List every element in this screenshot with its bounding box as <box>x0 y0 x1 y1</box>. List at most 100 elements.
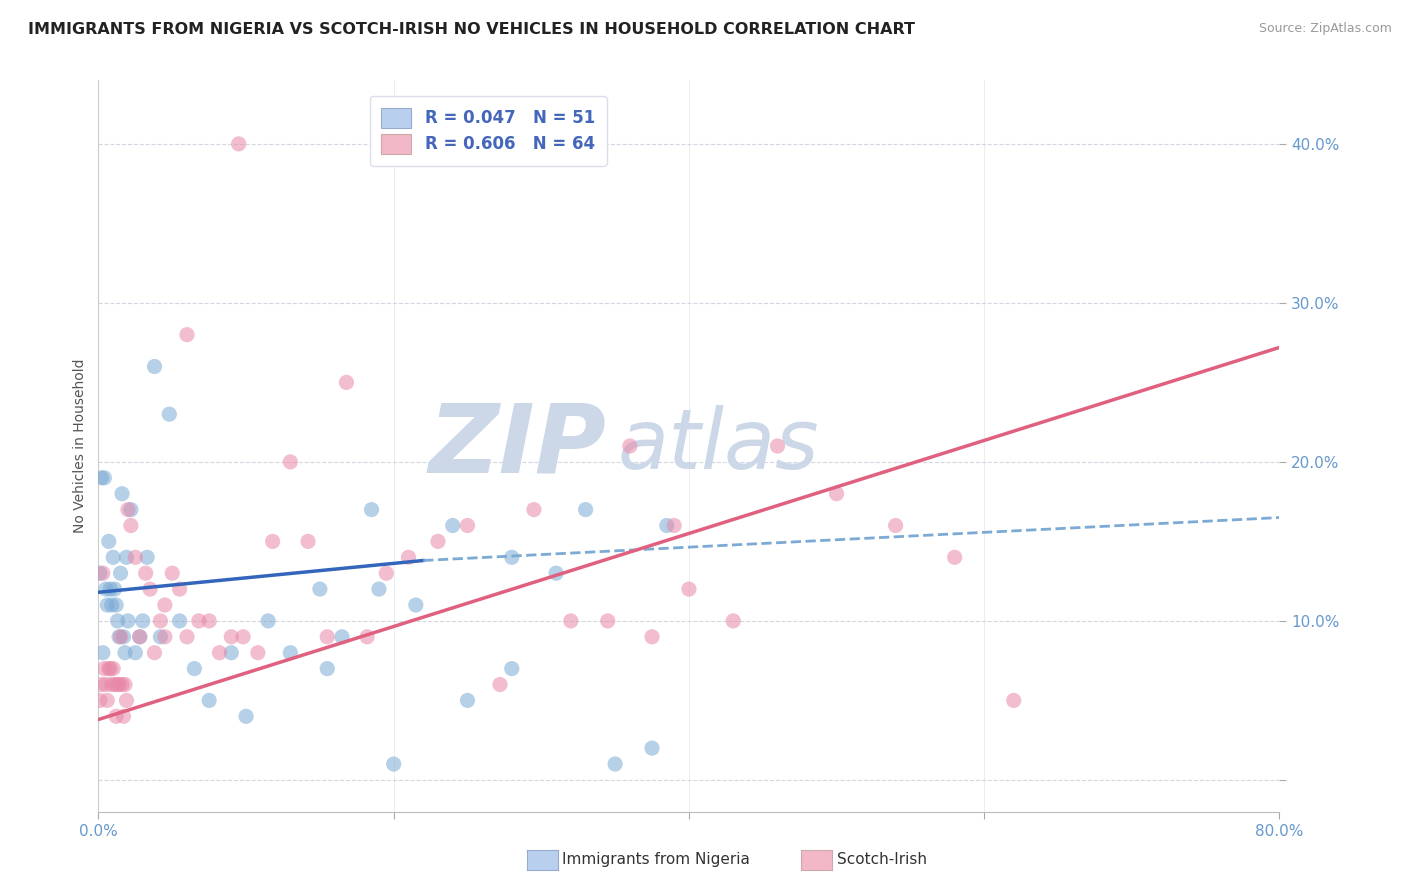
Point <box>107 614 129 628</box>
Point <box>94 677 117 691</box>
Point <box>316 630 339 644</box>
Point <box>108 677 131 691</box>
Point <box>198 693 221 707</box>
Point <box>128 630 150 644</box>
Point <box>228 136 250 151</box>
Point <box>382 757 405 772</box>
Point <box>169 582 191 596</box>
Point <box>91 566 114 581</box>
Point <box>107 677 129 691</box>
Point <box>641 630 664 644</box>
Point <box>232 630 254 644</box>
Point <box>176 630 198 644</box>
Point <box>246 646 269 660</box>
Point <box>100 598 122 612</box>
Point <box>111 486 134 500</box>
Point <box>360 502 382 516</box>
Point <box>544 566 567 581</box>
Y-axis label: No Vehicles in Household: No Vehicles in Household <box>73 359 87 533</box>
Point <box>128 630 150 644</box>
Point <box>132 614 155 628</box>
Point <box>219 646 242 660</box>
Point <box>120 518 142 533</box>
Point <box>93 662 115 676</box>
Point <box>427 534 450 549</box>
Point <box>149 630 172 644</box>
Point <box>405 598 427 612</box>
Point <box>103 662 125 676</box>
Text: Scotch-Irish: Scotch-Irish <box>837 853 927 867</box>
Point <box>136 550 159 565</box>
Point <box>596 614 619 628</box>
Point <box>825 486 848 500</box>
Point <box>335 376 357 390</box>
Point <box>100 677 122 691</box>
Point <box>157 407 180 421</box>
Point <box>153 598 176 612</box>
Point <box>149 614 172 628</box>
Point <box>316 662 339 676</box>
Text: IMMIGRANTS FROM NIGERIA VS SCOTCH-IRISH NO VEHICLES IN HOUSEHOLD CORRELATION CHA: IMMIGRANTS FROM NIGERIA VS SCOTCH-IRISH … <box>28 22 915 37</box>
Point <box>1002 693 1025 707</box>
Point <box>90 677 112 691</box>
Point <box>501 550 523 565</box>
Point <box>103 550 125 565</box>
Point <box>766 439 789 453</box>
Point <box>198 614 221 628</box>
Point <box>97 662 120 676</box>
Point <box>278 455 302 469</box>
Point <box>169 614 191 628</box>
Point <box>96 693 118 707</box>
Point <box>278 646 302 660</box>
Point <box>523 502 546 516</box>
Point <box>356 630 378 644</box>
Point <box>98 582 121 596</box>
Point <box>655 518 678 533</box>
Text: ZIP: ZIP <box>429 400 606 492</box>
Point <box>605 757 627 772</box>
Point <box>96 598 118 612</box>
Point <box>94 582 117 596</box>
Point <box>560 614 582 628</box>
Point <box>330 630 353 644</box>
Point <box>176 327 198 342</box>
Point <box>183 662 205 676</box>
Point <box>90 471 112 485</box>
Point <box>297 534 319 549</box>
Point <box>117 502 139 516</box>
Point <box>641 741 664 756</box>
Point <box>501 662 523 676</box>
Point <box>124 550 146 565</box>
Point <box>721 614 744 628</box>
Point <box>396 550 419 565</box>
Point <box>943 550 966 565</box>
Point <box>105 598 128 612</box>
Point <box>574 502 596 516</box>
Text: Immigrants from Nigeria: Immigrants from Nigeria <box>562 853 751 867</box>
Legend: R = 0.047   N = 51, R = 0.606   N = 64: R = 0.047 N = 51, R = 0.606 N = 64 <box>370 96 606 166</box>
Point <box>456 693 478 707</box>
Point <box>153 630 176 644</box>
Point <box>93 471 115 485</box>
Point <box>112 630 135 644</box>
Point <box>235 709 257 723</box>
Point <box>108 630 131 644</box>
Point <box>114 646 136 660</box>
Point <box>375 566 398 581</box>
Point <box>368 582 391 596</box>
Point <box>664 518 686 533</box>
Point <box>262 534 284 549</box>
Point <box>110 630 132 644</box>
Point <box>619 439 641 453</box>
Point <box>112 709 135 723</box>
Point <box>309 582 332 596</box>
Point <box>111 677 134 691</box>
Point <box>110 566 132 581</box>
Point <box>115 550 138 565</box>
Point <box>489 677 512 691</box>
Point <box>678 582 700 596</box>
Point <box>187 614 209 628</box>
Point <box>89 566 111 581</box>
Point <box>441 518 464 533</box>
Point <box>143 359 166 374</box>
